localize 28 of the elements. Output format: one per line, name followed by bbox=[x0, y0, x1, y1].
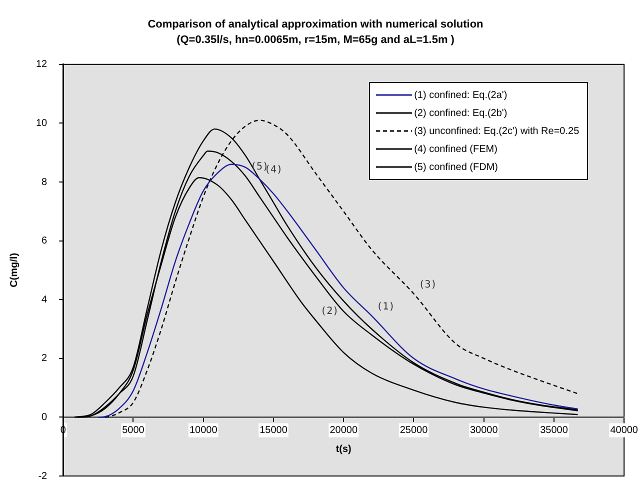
y-tick-label: 6 bbox=[42, 236, 48, 247]
legend-label: (1) confined: Eq.(2a') bbox=[414, 90, 508, 101]
x-tick-label: 20000 bbox=[330, 424, 358, 436]
y-tick-label: 12 bbox=[36, 59, 48, 70]
y-tick-label: -2 bbox=[38, 470, 48, 482]
annotation: (2) bbox=[320, 306, 339, 317]
legend-label: (4) confined (FEM) bbox=[414, 144, 498, 155]
y-tick-label: 4 bbox=[42, 294, 48, 306]
x-tick-label: 15000 bbox=[260, 424, 288, 436]
legend-label: (3) unconfined: Eq.(2c') with Re=0.25 bbox=[414, 126, 580, 137]
y-tick-label: 2 bbox=[42, 353, 48, 364]
y-tick-label: 0 bbox=[42, 412, 48, 423]
x-tick-label: 5000 bbox=[122, 424, 145, 436]
x-tick-label: 25000 bbox=[400, 424, 428, 436]
chart-title: Comparison of analytical approximation with numerical solution bbox=[148, 18, 484, 31]
annotation: (3) bbox=[418, 279, 437, 290]
x-axis-title: t(s) bbox=[336, 444, 352, 455]
x-tick-label: 35000 bbox=[540, 424, 568, 436]
y-tick-label: 8 bbox=[42, 176, 48, 188]
y-tick-label: 10 bbox=[36, 118, 48, 129]
x-tick-label: 30000 bbox=[470, 424, 498, 436]
legend-label: (5) confined (FDM) bbox=[414, 162, 498, 173]
annotation: (1) bbox=[376, 301, 395, 312]
y-axis-title: C(mg/l) bbox=[8, 252, 20, 288]
x-tick-label: 10000 bbox=[189, 424, 218, 436]
chart-subtitle: (Q=0.35l/s, hn=0.0065m, r=15m, M=65g and aL=1.5m ) bbox=[176, 34, 455, 46]
x-tick-label: 40000 bbox=[610, 424, 638, 436]
legend-label: (2) confined: Eq.(2b') bbox=[414, 108, 508, 119]
